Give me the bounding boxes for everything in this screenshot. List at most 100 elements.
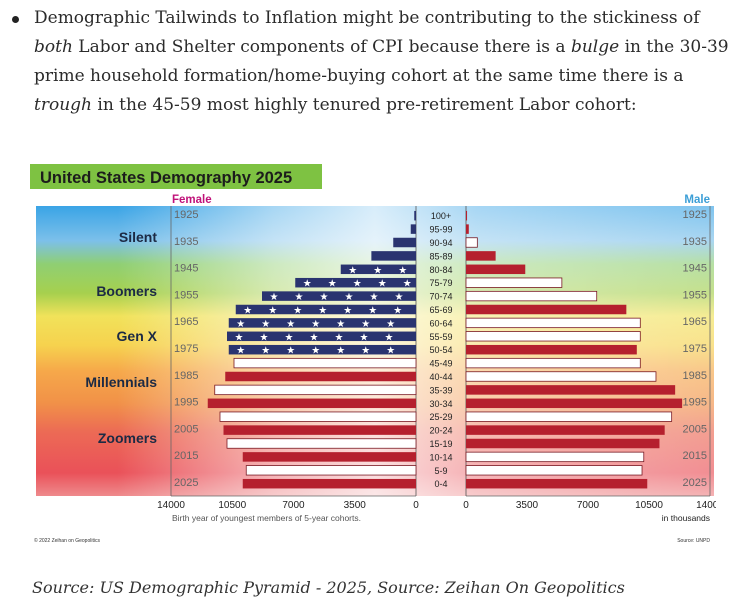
male-bar xyxy=(466,224,469,234)
female-bar xyxy=(235,304,416,315)
female-bar-star: ★ xyxy=(235,332,244,343)
female-bar-star: ★ xyxy=(261,346,270,357)
female-bar xyxy=(223,425,416,435)
female-bar-star: ★ xyxy=(261,319,270,330)
age-group-label: 40-44 xyxy=(429,372,452,382)
female-bar-star: ★ xyxy=(343,306,352,317)
male-bar xyxy=(465,317,641,329)
male-bar xyxy=(465,465,643,476)
age-group-label: 80-84 xyxy=(429,265,452,275)
chart-title: United States Demography 2025 xyxy=(40,169,292,187)
female-bar-star: ★ xyxy=(310,332,319,343)
birth-year-right: 1965 xyxy=(683,316,707,328)
male-label: Male xyxy=(684,194,710,206)
x-tick-label-right: 10500 xyxy=(635,500,663,511)
female-bar-star: ★ xyxy=(243,306,252,317)
female-bar xyxy=(207,398,416,409)
bullet-segment: bulge xyxy=(570,37,620,57)
x-tick-label-right: 7000 xyxy=(577,500,600,511)
female-bar-star: ★ xyxy=(328,279,337,290)
bullet-segment: in the 45-59 most highly tenured pre-ret… xyxy=(91,95,637,115)
female-bar-star: ★ xyxy=(286,319,295,330)
female-bar-star: ★ xyxy=(360,332,369,343)
female-bar xyxy=(340,264,416,275)
female-bar-star: ★ xyxy=(345,292,354,303)
female-bar-star: ★ xyxy=(361,346,370,357)
age-group-label: 10-14 xyxy=(429,452,452,462)
chart-layer: Silent Boomers Gen X Millennials Zoomers 1925… xyxy=(34,206,716,544)
female-bar-star: ★ xyxy=(386,319,395,330)
male-bar xyxy=(465,451,645,463)
female-bar xyxy=(242,452,416,462)
age-group-label: 100+ xyxy=(431,211,451,221)
bullet-segment: trough xyxy=(34,95,92,115)
female-bar-star: ★ xyxy=(378,279,387,290)
female-bar-star: ★ xyxy=(268,306,277,317)
birth-year-left: 2015 xyxy=(174,450,198,462)
male-bar xyxy=(466,438,660,449)
female-bar xyxy=(228,344,416,355)
female-bar xyxy=(262,291,416,301)
birth-year-left: 1935 xyxy=(174,236,198,248)
male-bar xyxy=(465,290,598,302)
age-group-label: 35-39 xyxy=(429,385,452,395)
female-bar-star: ★ xyxy=(403,279,412,290)
x-tick-label-right: 14000 xyxy=(696,500,716,511)
bullet-segment: Labor and Shelter components of CPI beca… xyxy=(72,37,571,57)
age-group-label: 75-79 xyxy=(429,278,452,288)
x-tick-label-left: 3500 xyxy=(344,500,367,511)
birth-year-left: 1955 xyxy=(174,289,198,301)
female-bar xyxy=(227,331,416,342)
male-bar xyxy=(466,251,496,261)
x-tick-label-right: 0 xyxy=(463,500,469,511)
female-bar xyxy=(245,465,417,476)
female-bar-star: ★ xyxy=(293,306,302,317)
female-bar-star: ★ xyxy=(320,292,329,303)
female-bar-star: ★ xyxy=(361,319,370,330)
female-bar-star: ★ xyxy=(311,346,320,357)
age-group-label: 20-24 xyxy=(429,426,452,436)
birth-year-right: 2005 xyxy=(683,423,707,435)
female-bar-star: ★ xyxy=(386,346,395,357)
female-bar-star: ★ xyxy=(373,265,382,276)
bullet-text: Demographic Tailwinds to Inflation might… xyxy=(34,4,732,120)
female-bar-star: ★ xyxy=(385,332,394,343)
birth-year-right: 1945 xyxy=(683,263,707,275)
title-banner xyxy=(30,164,322,189)
female-bar-star: ★ xyxy=(286,346,295,357)
source-caption: Source: US Demographic Pyramid - 2025, S… xyxy=(32,578,625,597)
female-bar xyxy=(295,277,416,288)
x-tick-label-left: 14000 xyxy=(157,500,185,511)
female-bar-star: ★ xyxy=(311,319,320,330)
female-bar-star: ★ xyxy=(368,306,377,317)
birth-year-right: 1955 xyxy=(683,289,707,301)
female-bar-star: ★ xyxy=(348,265,357,276)
age-group-label: 65-69 xyxy=(429,305,452,315)
age-group-label: 85-89 xyxy=(429,251,452,261)
x-axis-units: in thousands xyxy=(662,513,710,523)
male-bar xyxy=(466,478,648,489)
age-group-label: 25-29 xyxy=(429,412,452,422)
male-bar xyxy=(466,425,665,435)
female-bar-star: ★ xyxy=(236,346,245,357)
female-bar xyxy=(219,411,417,422)
age-group-label: 30-34 xyxy=(429,399,452,409)
female-bar xyxy=(214,384,417,396)
male-bar xyxy=(465,237,478,248)
female-bar-star: ★ xyxy=(370,292,379,303)
female-bar xyxy=(242,478,416,489)
generation-label: Millennials xyxy=(85,374,157,390)
male-bar xyxy=(465,371,657,382)
female-bar-star: ★ xyxy=(393,306,402,317)
male-bar xyxy=(466,304,627,315)
female-bar-star: ★ xyxy=(236,319,245,330)
birth-year-left: 1965 xyxy=(174,316,198,328)
generation-label: Zoomers xyxy=(98,430,157,446)
bullet-segment: in the 30-39 prime household formation/h… xyxy=(34,37,729,86)
female-bar xyxy=(233,357,417,369)
age-group-label: 55-59 xyxy=(429,332,452,342)
generation-label: Boomers xyxy=(96,283,157,299)
age-group-label: 50-54 xyxy=(429,345,452,355)
male-bar xyxy=(465,277,563,288)
female-bar xyxy=(225,371,416,382)
